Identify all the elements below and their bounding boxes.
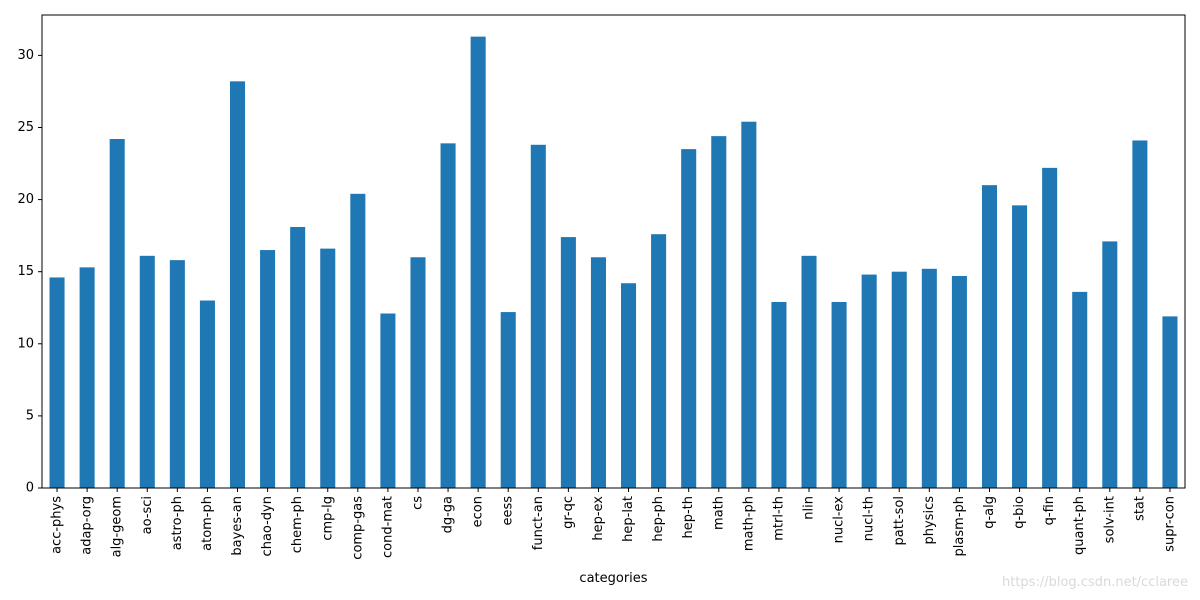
- x-tick-label: solv-int: [1102, 496, 1117, 543]
- x-tick-label: quant-ph: [1072, 496, 1087, 555]
- bar-q-fin: [1042, 167, 1058, 489]
- plot-frame: [41, 14, 1186, 489]
- bar-solv-int: [1102, 241, 1118, 488]
- x-tick-label: plasm-ph: [952, 496, 967, 556]
- bar-nlin: [801, 255, 817, 488]
- bar-mtrl-th: [771, 301, 787, 488]
- x-tick-label: atom-ph: [200, 496, 215, 551]
- bar-acc-phys: [49, 277, 65, 488]
- x-tick-label: hep-lat: [621, 496, 636, 542]
- bar-bayes-an: [229, 81, 246, 489]
- bar-cs: [410, 257, 426, 488]
- bar-chao-dyn: [260, 250, 276, 488]
- bars-group: [49, 36, 1178, 489]
- x-tick-label: q-alg: [982, 496, 997, 529]
- x-tick-label: q-bio: [1012, 496, 1027, 529]
- x-tick-label: math-ph: [741, 496, 756, 551]
- bar-nucl-th: [861, 274, 877, 488]
- bar-hep-lat: [621, 283, 637, 488]
- y-tick-label: 10: [17, 336, 34, 351]
- x-tick-label: alg-geom: [110, 496, 125, 557]
- bar-quant-ph: [1072, 291, 1088, 488]
- bar-econ: [470, 36, 486, 488]
- bar-dg-ga: [440, 143, 456, 488]
- bar-hep-ex: [590, 257, 606, 488]
- bar-nucl-ex: [831, 301, 847, 488]
- bar-supr-con: [1162, 316, 1178, 488]
- bar-atom-ph: [199, 300, 215, 488]
- y-tick-label: 5: [26, 408, 34, 423]
- x-tick-label: cs: [410, 496, 425, 510]
- x-tick-label: hep-th: [681, 496, 696, 539]
- x-tick-label: eess: [501, 496, 516, 526]
- x-tick-label: physics: [922, 496, 937, 545]
- bar-gr-qc: [560, 237, 576, 488]
- bar-adap-org: [79, 267, 95, 488]
- bar-patt-sol: [891, 271, 907, 488]
- bar-alg-geom: [109, 139, 125, 488]
- y-tick-label: 20: [17, 192, 34, 207]
- bar-eess: [500, 312, 516, 488]
- y-tick-label: 15: [17, 264, 34, 279]
- x-tick-label: nucl-ex: [832, 496, 847, 544]
- x-tick-label: chao-dyn: [260, 496, 275, 556]
- x-tick-label: mtrl-th: [771, 496, 786, 541]
- bar-chem-ph: [290, 226, 306, 489]
- x-tick-label: gr-qc: [561, 496, 576, 529]
- x-tick-label: hep-ph: [651, 496, 666, 542]
- x-tick-label: bayes-an: [230, 496, 245, 556]
- x-tick-label: funct-an: [531, 496, 546, 550]
- bar-astro-ph: [169, 260, 185, 488]
- x-tick-label: nlin: [802, 496, 817, 520]
- y-tick-label: 30: [17, 48, 34, 63]
- bar-comp-gas: [350, 193, 366, 488]
- bar-q-bio: [1012, 205, 1028, 489]
- x-tick-label: ao-sci: [140, 496, 155, 534]
- bar-q-alg: [981, 185, 998, 489]
- bar-physics: [921, 268, 937, 488]
- bar-cond-mat: [380, 313, 396, 488]
- y-tick-label: 25: [17, 120, 34, 135]
- x-tick-label: adap-org: [80, 496, 95, 555]
- bar-math-ph: [741, 121, 757, 489]
- x-axis: acc-phys adap-org alg-geom ao-sci astro-ph at…: [50, 488, 1177, 560]
- y-axis: 0 5 10 15 20 25 30: [17, 48, 42, 496]
- bar-funct-an: [530, 144, 546, 488]
- x-tick-label: math: [711, 496, 726, 530]
- x-tick-label: dg-ga: [441, 496, 456, 533]
- x-tick-label: cond-mat: [380, 496, 395, 558]
- x-tick-label: stat: [1132, 496, 1147, 521]
- y-tick-label: 0: [26, 481, 34, 496]
- x-tick-label: econ: [471, 496, 486, 527]
- x-axis-title: categories: [579, 571, 647, 586]
- bar-ao-sci: [139, 255, 155, 488]
- x-tick-label: chem-ph: [290, 496, 305, 553]
- bar-math: [711, 136, 727, 488]
- bar-plasm-ph: [951, 276, 967, 488]
- x-tick-label: patt-sol: [892, 496, 907, 545]
- x-tick-label: comp-gas: [350, 496, 365, 560]
- bar-hep-th: [681, 149, 697, 489]
- watermark: https://blog.csdn.net/cclaree: [1002, 575, 1188, 590]
- x-tick-label: acc-phys: [50, 496, 65, 554]
- x-tick-label: cmp-lg: [320, 496, 335, 541]
- bar-stat: [1132, 140, 1148, 488]
- bar-cmp-lg: [320, 248, 336, 488]
- x-tick-label: hep-ex: [591, 496, 606, 541]
- x-tick-label: q-fin: [1042, 496, 1057, 525]
- bar-hep-ph: [651, 234, 667, 488]
- x-tick-label: nucl-th: [862, 496, 877, 541]
- x-tick-label: supr-con: [1162, 496, 1177, 552]
- x-tick-label: astro-ph: [170, 496, 185, 550]
